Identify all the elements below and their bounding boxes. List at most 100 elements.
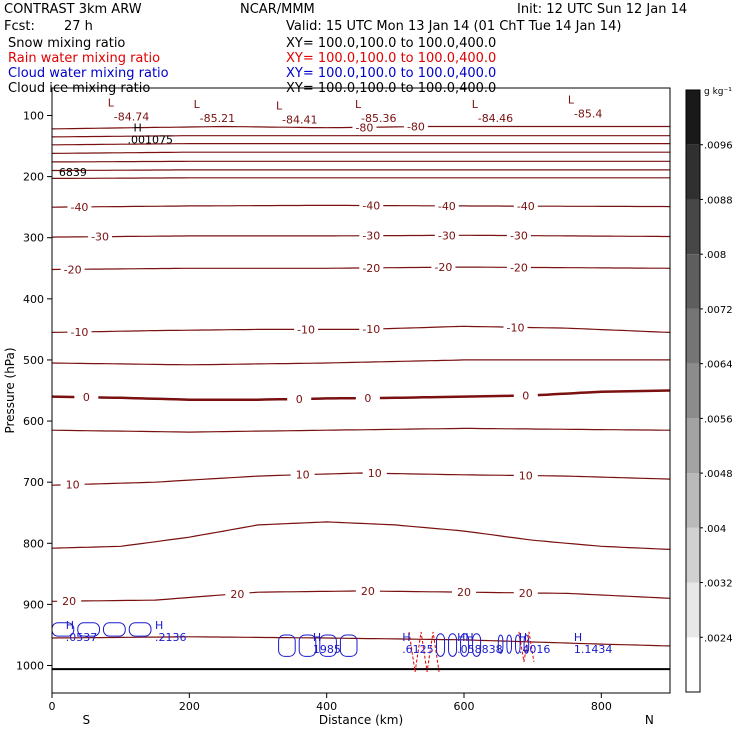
colorbar-band — [686, 144, 700, 200]
colorbar-tick-label: .0032 — [704, 579, 733, 590]
colorbar-tick-label: .004 — [704, 524, 726, 535]
colorbar-band — [686, 90, 700, 145]
contour-label: -20 — [510, 261, 528, 274]
cloud-water-contour — [128, 622, 152, 637]
contour-label-bg — [287, 392, 312, 405]
colorbar-tick-label: .0048 — [704, 469, 733, 480]
contour-label-bg — [60, 263, 85, 276]
y-tick-label: 800 — [23, 537, 44, 550]
colorbar-band — [686, 418, 700, 474]
high-marker: H — [66, 619, 74, 632]
low-marker: L — [276, 99, 283, 112]
rain-contour — [408, 631, 440, 672]
contour-label: -10 — [507, 321, 525, 334]
high-marker: H — [134, 121, 142, 134]
high-marker: H — [155, 619, 163, 632]
x-tick-label: 0 — [49, 700, 56, 713]
colorbar-band — [686, 527, 700, 583]
cloud-water-value: 1.1434 — [574, 643, 613, 656]
colorbar-tick-label: .0088 — [704, 195, 733, 206]
contour-label: 10 — [66, 479, 80, 492]
field-xy-cloud-water: XY= 100.0,100.0 to 100.0,400.0 — [286, 66, 497, 81]
model-title: CONTRAST 3km ARW — [4, 2, 142, 17]
colorbar-tick-label: .0096 — [704, 141, 733, 152]
contour-label-bg — [503, 321, 528, 334]
contour-label-bg — [355, 585, 380, 598]
contour-label: -20 — [362, 262, 380, 275]
cloud-water-contour — [448, 633, 458, 657]
cloud-water-contour — [506, 634, 512, 654]
y-tick-label: 400 — [23, 293, 44, 306]
contour-label-bg — [294, 323, 319, 336]
contour-label: -40 — [362, 200, 380, 213]
high-marker: H — [574, 631, 582, 644]
init-time: Init: 12 UTC Sun 12 Jan 14 — [517, 2, 688, 17]
center-title: NCAR/MMM — [240, 2, 315, 17]
low-marker: L — [108, 96, 115, 109]
contour-label-bg — [88, 230, 113, 243]
contour-label-bg — [513, 389, 538, 402]
contour-label-bg — [225, 587, 250, 600]
x-tick-label: 400 — [316, 700, 337, 713]
contour-label: 10 — [519, 470, 533, 483]
y-tick-label: 200 — [23, 171, 44, 184]
cloud-water-contour — [497, 634, 504, 654]
forecast-label: Fcst: — [4, 19, 35, 34]
cloud-water-value: .2136 — [155, 631, 187, 644]
contour-label: 20 — [230, 588, 244, 601]
contour-label: 10 — [368, 467, 382, 480]
x-end-label-south: S — [83, 713, 91, 727]
contour-label: 10 — [296, 469, 310, 482]
colorbar-band — [686, 637, 700, 692]
contour-label-bg — [67, 325, 92, 338]
y-tick-label: 700 — [23, 476, 44, 489]
contour-label: -40 — [70, 201, 88, 214]
contour-label: -30 — [438, 229, 456, 242]
contour-label-bg — [513, 586, 538, 599]
colorbar-band — [686, 199, 700, 255]
colorbar-band — [686, 363, 700, 419]
field-xy-rain: XY= 100.0,100.0 to 100.0,400.0 — [286, 51, 497, 66]
contour-label-bg — [355, 392, 380, 405]
contour-label: 20 — [519, 587, 533, 600]
y-tick-label: 600 — [23, 415, 44, 428]
low-value: -85.21 — [200, 112, 235, 125]
colorbar-tick-label: .008 — [704, 250, 726, 261]
cloud-water-value: .4016 — [519, 643, 551, 656]
low-marker: L — [472, 98, 479, 111]
cloud-water-contour — [436, 633, 446, 657]
contour-label: 20 — [361, 585, 375, 598]
contour-label-bg — [513, 469, 538, 482]
contour-label-bg — [513, 200, 538, 213]
high-marker: H — [519, 631, 527, 644]
temperature-contour — [51, 135, 670, 138]
contour-label-bg — [359, 199, 384, 212]
colorbar-band — [686, 308, 700, 364]
contour-label: 0 — [83, 391, 90, 404]
low-marker: L — [568, 93, 575, 106]
contour-label-bg — [359, 229, 384, 242]
contour-label: 20 — [62, 595, 76, 608]
cloud-water-contour — [515, 634, 521, 654]
contour-label: -40 — [517, 200, 535, 213]
cloud-water-contour — [460, 633, 470, 657]
contour-label-bg — [60, 478, 85, 491]
colorbar-band — [686, 582, 700, 638]
cloud-water-value: .0537 — [66, 631, 98, 644]
valid-time: Valid: 15 UTC Mon 13 Jan 14 (01 ChT Tue … — [286, 19, 622, 34]
contour-label: -30 — [362, 230, 380, 243]
contour-label: -10 — [362, 323, 380, 336]
high-marker: H — [402, 631, 410, 644]
low-marker: L — [355, 98, 362, 111]
temperature-contour — [51, 151, 670, 154]
cloud-water-contour — [103, 622, 126, 637]
contour-label: -30 — [510, 230, 528, 243]
colorbar-band — [686, 473, 700, 528]
low-value: -84.46 — [478, 112, 513, 125]
contour-label-bg — [506, 261, 531, 274]
contour-label-bg — [290, 468, 315, 481]
high-marker: HH — [457, 631, 474, 644]
cloud-water-contour — [339, 634, 358, 657]
contour-label-bg — [74, 391, 99, 404]
